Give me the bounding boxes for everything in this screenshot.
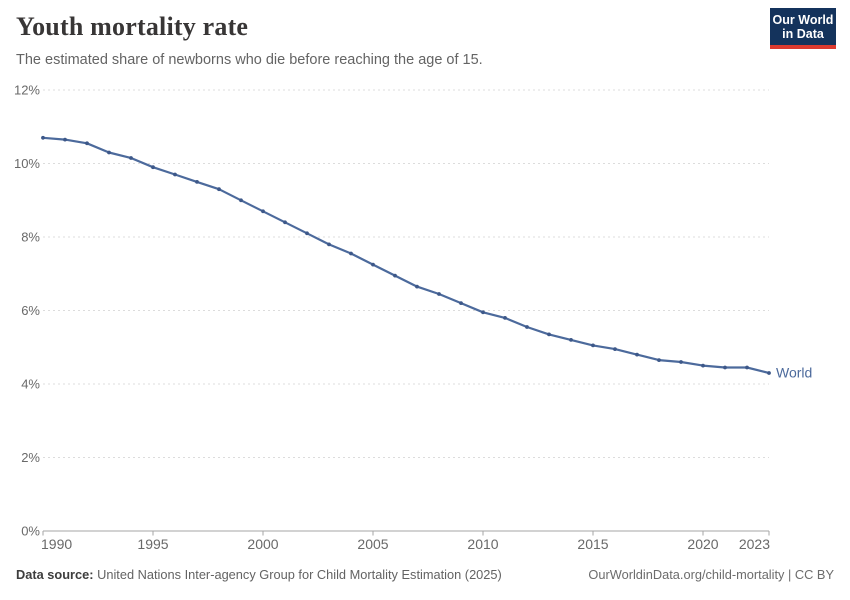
x-axis-tick-label: 2000 bbox=[247, 536, 278, 552]
y-axis-tick-label: 4% bbox=[21, 377, 40, 392]
y-axis-tick-label: 10% bbox=[14, 156, 40, 171]
chart-subtitle: The estimated share of newborns who die … bbox=[16, 52, 483, 68]
data-point[interactable] bbox=[613, 347, 617, 351]
y-axis-tick-label: 12% bbox=[14, 83, 40, 98]
data-point[interactable] bbox=[151, 165, 155, 170]
data-point[interactable] bbox=[129, 156, 133, 160]
data-point[interactable] bbox=[679, 360, 683, 364]
data-point[interactable] bbox=[437, 292, 441, 296]
data-point[interactable] bbox=[481, 310, 485, 315]
series-end-label[interactable]: World bbox=[776, 364, 812, 380]
y-axis-tick-label: 2% bbox=[21, 450, 40, 465]
data-point[interactable] bbox=[723, 365, 727, 370]
data-point[interactable] bbox=[415, 284, 419, 289]
y-axis-tick-label: 8% bbox=[21, 230, 40, 245]
data-source-text: United Nations Inter-agency Group for Ch… bbox=[97, 567, 502, 582]
y-axis-tick-label: 6% bbox=[21, 303, 40, 318]
y-axis-tick-label: 0% bbox=[21, 524, 40, 539]
world-series-line[interactable] bbox=[41, 136, 771, 375]
data-point[interactable] bbox=[349, 251, 353, 256]
x-axis-tick-label: 2023 bbox=[739, 536, 770, 552]
data-point[interactable] bbox=[569, 338, 573, 342]
data-point[interactable] bbox=[701, 363, 705, 368]
data-point[interactable] bbox=[195, 180, 199, 184]
data-point[interactable] bbox=[85, 141, 89, 146]
credit-link[interactable]: OurWorldinData.org/child-mortality | CC … bbox=[588, 567, 834, 582]
data-point[interactable] bbox=[371, 262, 375, 267]
x-axis-tick-label: 2020 bbox=[687, 536, 718, 552]
data-point[interactable] bbox=[547, 332, 551, 337]
data-point[interactable] bbox=[239, 198, 243, 203]
data-source-label: Data source: bbox=[16, 567, 94, 582]
data-point[interactable] bbox=[503, 316, 507, 320]
x-axis-tick-label: 2010 bbox=[467, 536, 498, 552]
data-point[interactable] bbox=[217, 187, 221, 192]
data-point[interactable] bbox=[591, 343, 595, 348]
data-point[interactable] bbox=[173, 172, 177, 177]
data-source-note: Data source: United Nations Inter-agency… bbox=[16, 567, 502, 582]
data-point[interactable] bbox=[305, 231, 309, 236]
x-axis-tick-label: 2005 bbox=[357, 536, 388, 552]
data-point[interactable] bbox=[63, 137, 67, 142]
owid-logo[interactable]: Our World in Data bbox=[770, 8, 836, 49]
data-point[interactable] bbox=[393, 273, 397, 278]
x-axis-tick-label: 1995 bbox=[137, 536, 168, 552]
chart-footer: Data source: United Nations Inter-agency… bbox=[16, 567, 834, 582]
data-point[interactable] bbox=[327, 242, 331, 247]
page-title: Youth mortality rate bbox=[16, 12, 249, 41]
data-point[interactable] bbox=[261, 209, 265, 214]
owid-logo-line1: Our World bbox=[772, 12, 834, 27]
data-point[interactable] bbox=[657, 358, 661, 362]
x-axis-tick-label: 2015 bbox=[577, 536, 608, 552]
owid-logo-line2: in Data bbox=[782, 26, 824, 41]
data-point[interactable] bbox=[283, 220, 287, 225]
data-point[interactable] bbox=[635, 352, 639, 357]
data-point[interactable] bbox=[745, 365, 749, 370]
data-point[interactable] bbox=[459, 301, 463, 305]
data-point[interactable] bbox=[41, 135, 45, 140]
x-axis-tick-label: 1990 bbox=[41, 536, 72, 552]
data-point[interactable] bbox=[525, 325, 529, 329]
data-point[interactable] bbox=[767, 371, 771, 375]
data-point[interactable] bbox=[107, 150, 111, 155]
